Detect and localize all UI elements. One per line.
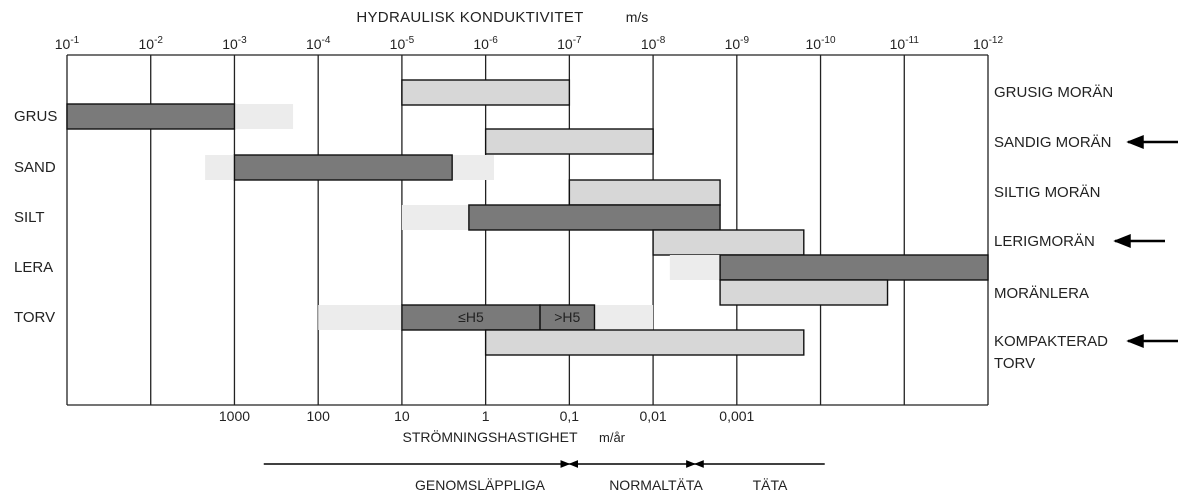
- tick-base: 10: [473, 36, 489, 52]
- tick-base: 10: [806, 36, 822, 52]
- bottom-tick-label: 1: [482, 408, 490, 424]
- bar-faint: [205, 155, 235, 180]
- tick-exponent: -10: [821, 35, 836, 46]
- right-label: SILTIG MORÄN: [994, 184, 1100, 201]
- bar-moran: [401, 79, 571, 106]
- frame-layer: [67, 54, 988, 406]
- bar-faint: [452, 155, 495, 180]
- bar-main: [401, 304, 541, 331]
- top-tick-label: 10-4: [306, 35, 331, 52]
- bottom-tick-label: 100: [307, 408, 331, 424]
- bar-label: ≤H5: [458, 309, 484, 325]
- bar-moran: [484, 329, 805, 356]
- bottom-tick-label: 1000: [219, 408, 250, 424]
- top-tick-label: 10-8: [641, 35, 666, 52]
- bottom-tick-label: 0,01: [639, 408, 666, 424]
- bottom-tick-label: 0,1: [560, 408, 580, 424]
- tick-base: 10: [306, 36, 322, 52]
- right-label: GRUSIG MORÄN: [994, 84, 1113, 101]
- tick-exponent: -8: [656, 35, 665, 46]
- top-tick-label: 10-11: [890, 35, 920, 52]
- right-label-line: KOMPAKTERAD: [994, 333, 1108, 350]
- bars-layer: ≤H5 >H5: [66, 79, 989, 356]
- bottom-tick-label: 0,001: [719, 408, 754, 424]
- bar-moran: [719, 279, 889, 306]
- right-label-line: LERIGMORÄN: [994, 233, 1095, 250]
- bar-main: [468, 204, 721, 231]
- right-label: LERIGMORÄN: [994, 233, 1095, 250]
- top-tick-label: 10-2: [138, 35, 163, 52]
- bar-main: [539, 304, 596, 331]
- right-label: MORÄNLERA: [994, 285, 1089, 302]
- top-tick-label: 10-1: [55, 35, 80, 52]
- chart-title-unit: m/s: [626, 9, 649, 25]
- tick-exponent: -4: [322, 35, 331, 46]
- left-label: GRUS: [14, 108, 57, 125]
- left-label: TORV: [14, 309, 55, 326]
- tick-exponent: -7: [573, 35, 582, 46]
- bar-label: >H5: [554, 309, 580, 325]
- class-arrow-label: TÄTA: [753, 477, 788, 493]
- bar-faint: [234, 104, 294, 129]
- top-tick-label: 10-9: [725, 35, 750, 52]
- tick-exponent: -5: [405, 35, 414, 46]
- chart-title: HYDRAULISK KONDUKTIVITET: [356, 9, 583, 26]
- tick-base: 10: [390, 36, 406, 52]
- tick-base: 10: [725, 36, 741, 52]
- tick-base: 10: [557, 36, 573, 52]
- top-tick-label: 10-6: [473, 35, 498, 52]
- tick-exponent: -3: [238, 35, 247, 46]
- right-label-line: GRUSIG MORÄN: [994, 84, 1113, 101]
- top-tick-label: 10-5: [390, 35, 415, 52]
- bottom-axis: 1000 100 10 1 0,1 0,01 0,001 STRÖMNINGSHASTIGHE…: [219, 408, 755, 445]
- bar-faint: [669, 255, 721, 280]
- bar-faint: [318, 305, 402, 330]
- bottom-axis-unit: m/år: [599, 430, 626, 445]
- left-category-labels: GRUS SAND SILT LERA TORV: [14, 108, 57, 326]
- top-tick-label: 10-10: [806, 35, 836, 52]
- right-label: SANDIG MORÄN: [994, 134, 1112, 151]
- right-label: KOMPAKTERAD TORV: [994, 333, 1108, 372]
- left-label: SAND: [14, 159, 56, 176]
- bottom-axis-label: STRÖMNINGSHASTIGHET: [402, 428, 577, 445]
- bar-main: [719, 254, 989, 281]
- right-label-line: SANDIG MORÄN: [994, 134, 1112, 151]
- bar-moran: [568, 179, 721, 206]
- bar-moran: [484, 128, 654, 155]
- bottom-tick-label: 10: [394, 408, 410, 424]
- tick-exponent: -1: [70, 35, 79, 46]
- left-label: LERA: [14, 259, 53, 276]
- tick-exponent: -6: [489, 35, 498, 46]
- tick-exponent: -12: [989, 35, 1004, 46]
- right-label-line: TORV: [994, 355, 1035, 372]
- class-arrow-label: GENOMSLÄPPLIGA: [415, 477, 546, 493]
- bar-moran: [652, 229, 805, 256]
- top-tick-label: 10-3: [222, 35, 247, 52]
- top-tick-label: 10-12: [973, 35, 1003, 52]
- tick-base: 10: [973, 36, 989, 52]
- right-category-labels: GRUSIG MORÄN SANDIG MORÄN SILTIG MORÄN LERI…: [994, 84, 1178, 372]
- class-arrow-label: NORMALTÄTA: [609, 477, 703, 493]
- permeability-arrows: GENOMSLÄPPLIGA NORMALTÄTA TÄTA: [263, 460, 825, 493]
- right-label-line: MORÄNLERA: [994, 285, 1089, 302]
- tick-base: 10: [890, 36, 906, 52]
- tick-base: 10: [138, 36, 154, 52]
- bar-main: [66, 103, 236, 130]
- top-axis: HYDRAULISK KONDUKTIVITET m/s10-1 10-2 10-3 1…: [55, 9, 1004, 52]
- tick-exponent: -11: [905, 35, 919, 46]
- tick-base: 10: [55, 36, 71, 52]
- tick-base: 10: [641, 36, 657, 52]
- bar-main: [233, 154, 453, 181]
- tick-exponent: -9: [740, 35, 749, 46]
- right-label-line: SILTIG MORÄN: [994, 184, 1100, 201]
- top-tick-label: 10-7: [557, 35, 582, 52]
- bar-faint: [594, 305, 654, 330]
- tick-exponent: -2: [154, 35, 163, 46]
- tick-base: 10: [222, 36, 238, 52]
- left-label: SILT: [14, 209, 45, 226]
- bar-faint: [401, 205, 469, 230]
